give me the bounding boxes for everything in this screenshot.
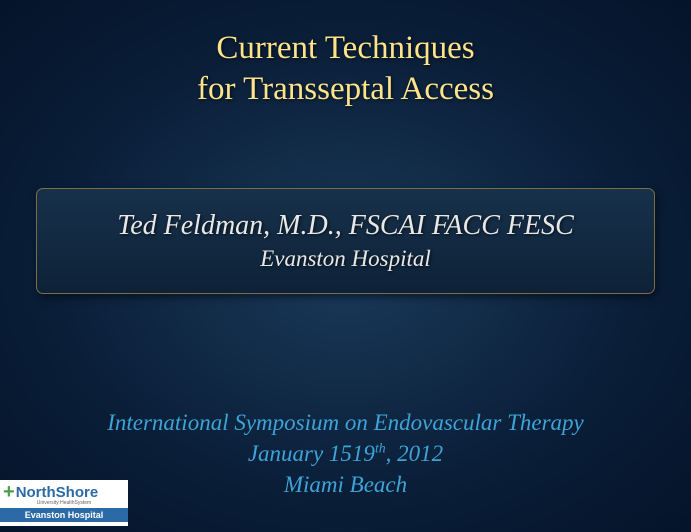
title-line-2: for Transseptal Access — [197, 71, 494, 107]
logo-subtitle: University HealthSystem — [0, 500, 128, 506]
event-date-pre: January 1519 — [248, 441, 375, 466]
author-affiliation: Evanston Hospital — [260, 246, 431, 272]
logo-top-row: + NorthShore — [0, 480, 128, 502]
author-name: Ted Feldman, M.D., FSCAI FACC FESC — [117, 210, 574, 242]
event-date: January 1519th, 2012 — [0, 438, 691, 469]
logo-name: NorthShore — [16, 484, 99, 501]
event-date-sup: th — [375, 440, 386, 455]
event-title: International Symposium on Endovascular … — [0, 407, 691, 438]
title-line-1: Current Techniques — [216, 30, 474, 66]
plus-icon: + — [3, 482, 15, 502]
slide: Current Techniques for Transseptal Acces… — [0, 0, 691, 532]
event-date-post: , 2012 — [386, 441, 444, 466]
slide-title: Current Techniques for Transseptal Acces… — [0, 28, 691, 111]
logo-band: Evanston Hospital — [0, 508, 128, 522]
northshore-logo: + NorthShore University HealthSystem Eva… — [0, 480, 128, 526]
author-box: Ted Feldman, M.D., FSCAI FACC FESC Evans… — [36, 188, 655, 294]
